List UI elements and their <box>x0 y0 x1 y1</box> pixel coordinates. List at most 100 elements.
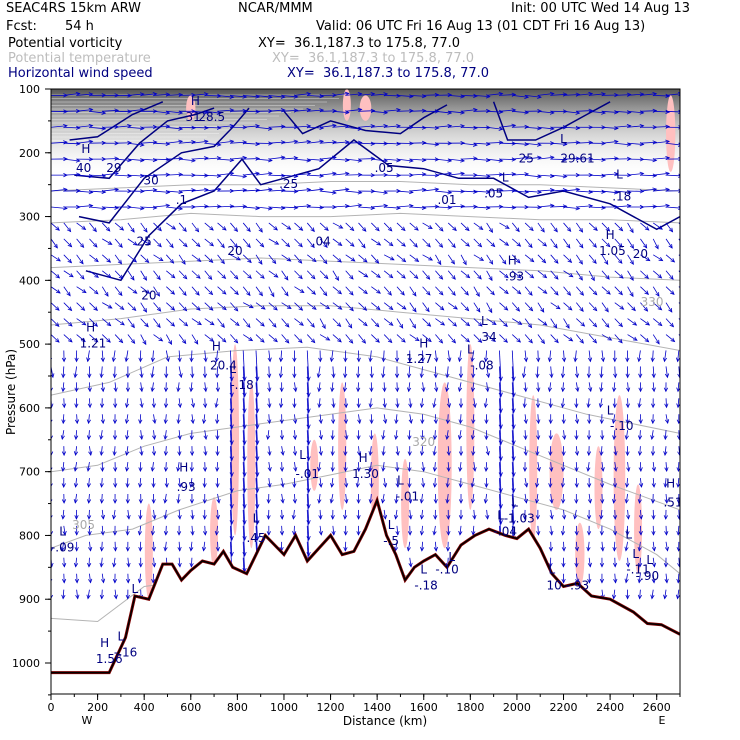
wind-vector <box>563 206 580 210</box>
wind-vector <box>460 238 470 247</box>
wind-vector-head <box>56 257 61 262</box>
wind-vector-head <box>76 188 81 193</box>
wind-vector-head <box>447 171 453 176</box>
wind-vector <box>345 334 353 344</box>
wind-vector-head <box>93 289 99 295</box>
wind-vector-head <box>574 373 580 379</box>
wind-vector <box>281 302 292 309</box>
wind-vector-head <box>465 242 470 247</box>
wind-vector-head <box>350 257 356 262</box>
wind-vector-head <box>215 387 220 393</box>
wind-vector <box>627 254 634 265</box>
wind-vector <box>511 493 515 524</box>
wind-vector-head <box>561 499 566 504</box>
wind-vector <box>601 141 618 144</box>
wind-vector <box>217 205 234 208</box>
contour-label: L <box>388 518 395 532</box>
wind-vector <box>281 462 283 472</box>
wind-vector <box>447 254 455 265</box>
wind-vector-head <box>629 276 634 281</box>
wind-vector <box>665 142 680 146</box>
wind-vector-head <box>202 483 207 488</box>
wind-vector-head <box>216 204 222 209</box>
wind-vector-head <box>298 274 303 280</box>
wind-vector-head <box>527 323 533 329</box>
wind-vector-head <box>438 243 444 248</box>
wind-vector-head <box>465 337 470 343</box>
wind-vector <box>473 334 482 343</box>
wind-vector-head <box>194 339 199 345</box>
wind-vector-head <box>124 357 129 363</box>
wind-vector-head <box>112 419 118 425</box>
wind-vector-head <box>125 483 130 488</box>
contour-label: L <box>511 496 518 510</box>
wind-vector-head <box>293 139 299 144</box>
wind-vector <box>87 350 90 362</box>
wind-vector-head <box>470 498 476 504</box>
wind-vector <box>179 158 196 162</box>
wind-vector <box>599 398 603 408</box>
wind-vector-head <box>498 140 504 145</box>
wind-vector <box>396 302 407 310</box>
wind-vector-head <box>665 419 670 425</box>
wind-vector <box>537 126 554 130</box>
wind-vector-head <box>163 467 169 472</box>
wind-vector <box>87 462 90 472</box>
wind-vector-head <box>368 403 373 409</box>
wind-vector-head <box>458 530 463 536</box>
wind-vector <box>639 493 641 503</box>
wind-vector <box>371 286 381 294</box>
wind-vector-head <box>425 275 431 280</box>
wind-vector <box>448 125 465 128</box>
wind-vector-head <box>74 435 79 441</box>
wind-vector-head <box>196 306 201 311</box>
wind-vector <box>204 126 221 129</box>
wind-vector <box>383 334 393 343</box>
wind-vector-head <box>69 273 74 278</box>
wind-vector <box>127 108 144 112</box>
wind-vector-head <box>586 531 592 536</box>
wind-vector-head <box>376 273 381 278</box>
wind-vector <box>140 93 157 96</box>
wind-vector <box>230 157 247 160</box>
wind-vector <box>486 141 503 144</box>
wind-vector-head <box>536 419 541 425</box>
wind-vector <box>268 334 278 342</box>
wind-vector <box>409 302 417 312</box>
wind-vector-head <box>343 403 349 409</box>
wind-vector <box>242 222 251 232</box>
wind-vector <box>460 109 477 112</box>
wind-vector <box>281 525 283 535</box>
wind-vector-head <box>114 156 120 161</box>
wind-vector-head <box>214 357 219 363</box>
wind-vector <box>63 318 73 327</box>
wind-vector-head <box>565 324 570 329</box>
wind-vector <box>114 302 124 310</box>
wind-vector-head <box>280 173 286 178</box>
wind-vector <box>243 302 254 309</box>
wind-vector <box>306 430 310 461</box>
wind-vector-head <box>183 321 189 327</box>
wind-vector <box>550 238 558 249</box>
wind-vector <box>191 222 199 232</box>
wind-vector <box>268 462 271 472</box>
wind-vector-head <box>434 387 439 393</box>
wind-vector <box>229 493 233 524</box>
wind-vector <box>422 286 431 296</box>
wind-vector <box>140 366 143 378</box>
wind-vector <box>242 414 246 445</box>
contour-label: 30 <box>144 174 159 188</box>
wind-vector <box>178 366 182 378</box>
wind-vector-head <box>523 451 528 457</box>
wind-vector <box>166 302 175 311</box>
wind-vector <box>255 398 258 429</box>
wind-vector <box>653 157 670 160</box>
wind-vector <box>345 254 356 262</box>
wind-vector-head <box>432 403 437 409</box>
contour-label: 25 <box>137 234 152 248</box>
theta-contour <box>51 464 680 575</box>
wind-vector <box>63 126 80 129</box>
wind-vector <box>76 254 84 265</box>
wind-vector <box>89 541 91 551</box>
wind-vector <box>229 350 233 381</box>
